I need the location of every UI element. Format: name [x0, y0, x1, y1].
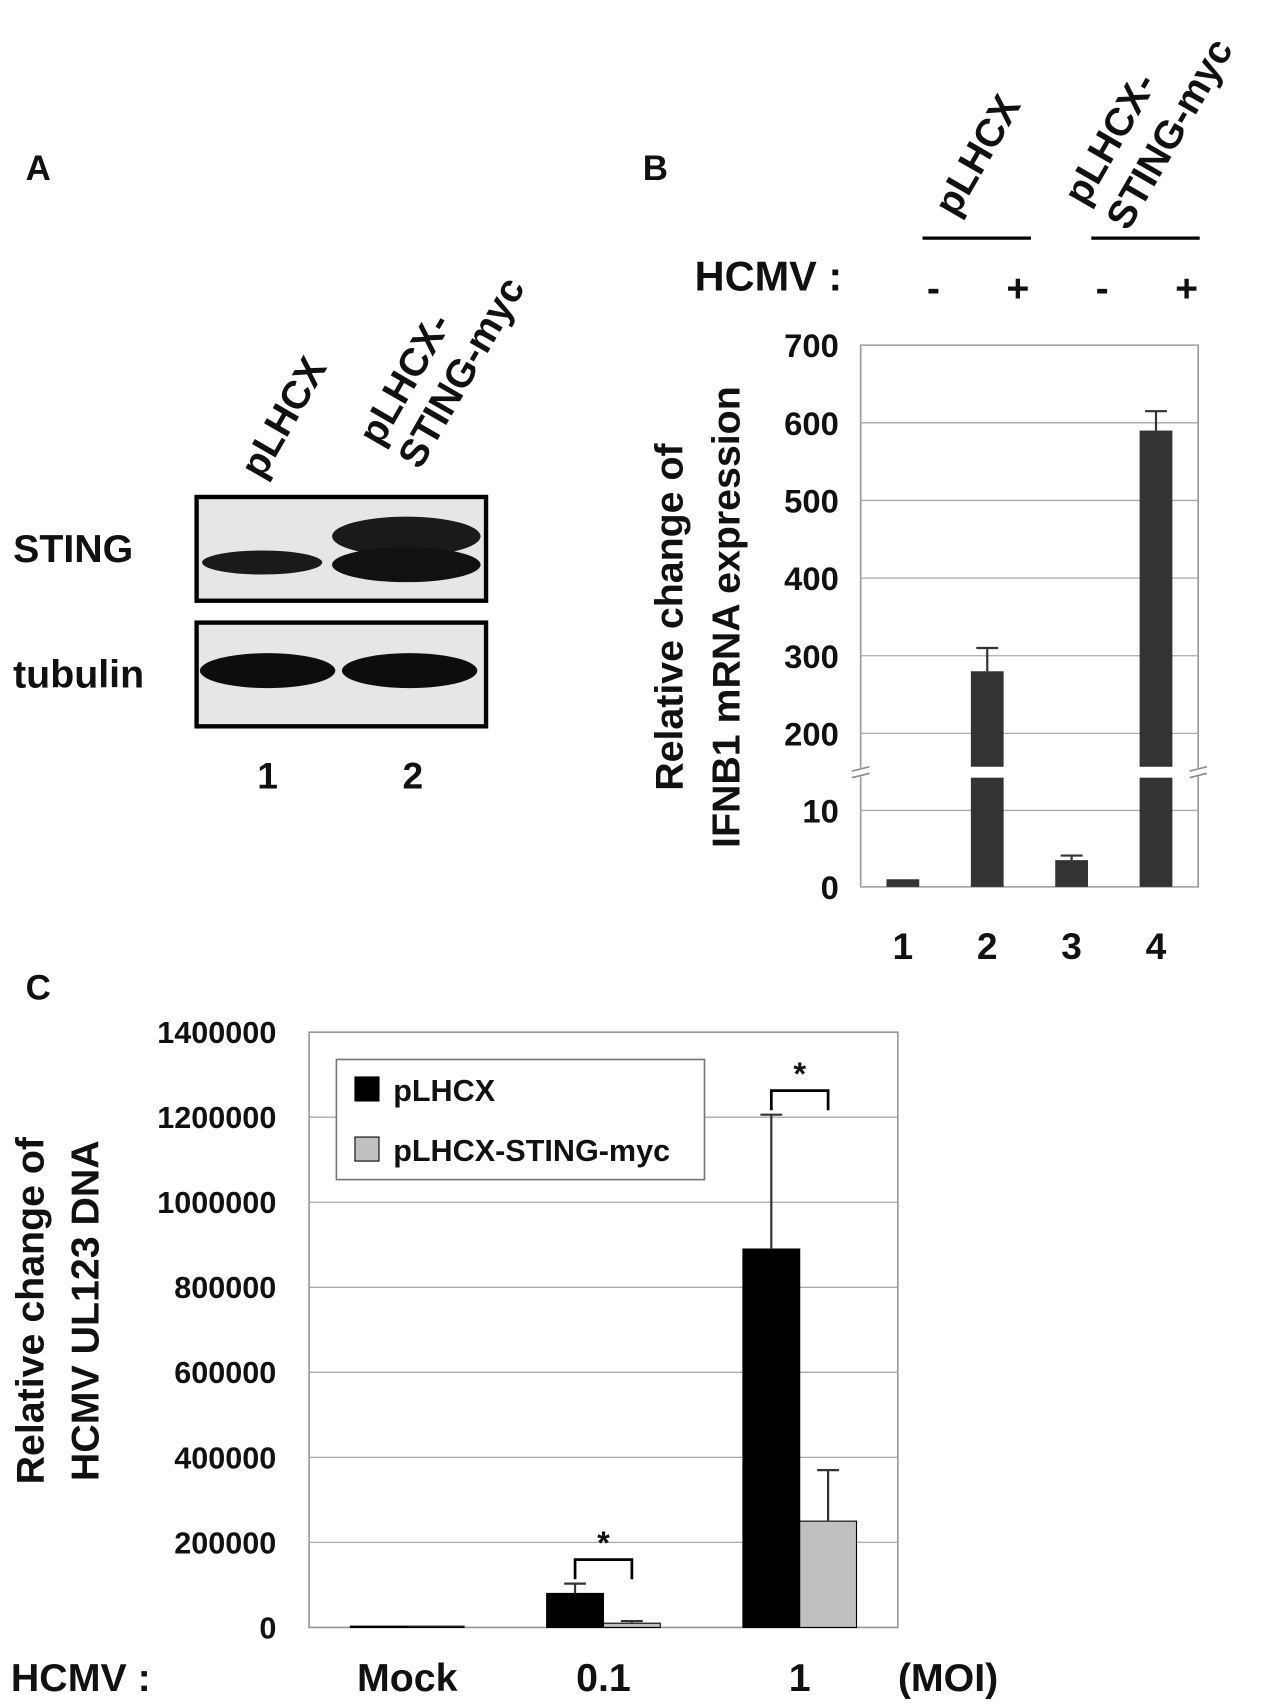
axis-break-mark: [1189, 772, 1208, 779]
x-suffix: (MOI): [898, 1656, 998, 1700]
bar: [742, 1248, 801, 1628]
axis-break-mark: [1189, 765, 1208, 772]
significance-label: *: [793, 1055, 806, 1092]
y-tick-label: 400000: [174, 1441, 276, 1475]
legend-swatch: [354, 1076, 380, 1102]
row-label: STING: [13, 527, 133, 571]
condition-label: +: [1006, 266, 1029, 310]
bar: [1055, 860, 1089, 887]
condition-title: HCMV :: [695, 253, 843, 300]
y-axis-label-group: Relative change of HCMV UL123 DNA: [9, 1136, 108, 1484]
legend-label: pLHCX-STING-myc: [393, 1134, 670, 1168]
band: [341, 653, 478, 689]
y-tick-label: 600000: [174, 1356, 276, 1390]
y-tick-label: 200: [784, 715, 839, 752]
y-tick-label: 800000: [174, 1271, 276, 1305]
legend-label: pLHCX: [393, 1074, 496, 1108]
row-label: tubulin: [13, 653, 144, 697]
y-tick-label: 500: [784, 482, 839, 519]
bar-break-gap: [968, 766, 1006, 778]
x-tick-label: 2: [977, 925, 998, 967]
bar: [349, 1625, 408, 1628]
y-axis-label: HCMV UL123 DNA: [63, 1140, 107, 1481]
bar: [886, 879, 920, 887]
bar: [799, 1520, 858, 1628]
significance-label: *: [597, 1524, 610, 1561]
bar: [1139, 430, 1173, 887]
condition-label: -: [927, 266, 940, 310]
panel-label: A: [26, 149, 51, 188]
x-tick-label: 4: [1146, 925, 1167, 967]
y-axis-label-group: Relative change of IFNB1 mRNA expression: [648, 386, 749, 848]
x-prefix: HCMV :: [11, 1656, 151, 1700]
y-tick-label: 600: [784, 405, 839, 442]
band: [202, 550, 323, 575]
legend-swatch: [354, 1136, 380, 1162]
x-tick-label: 0.1: [576, 1656, 631, 1700]
bar: [406, 1625, 465, 1628]
x-tick-label: 1: [893, 925, 914, 967]
x-tick-label: Mock: [357, 1656, 458, 1700]
panel-label: C: [26, 968, 51, 1007]
bar: [602, 1622, 661, 1628]
axis-break-gap: [1189, 767, 1207, 777]
bar: [546, 1592, 605, 1628]
y-tick-label: 0: [259, 1611, 276, 1645]
condition-label: -: [1096, 266, 1109, 310]
y-axis-label: IFNB1 mRNA expression: [704, 386, 748, 848]
y-tick-label: 0: [821, 869, 839, 906]
y-tick-label: 200000: [174, 1526, 276, 1560]
y-tick-label: 1200000: [157, 1101, 276, 1135]
band: [332, 516, 481, 556]
y-tick-label: 1000000: [157, 1186, 276, 1220]
band: [332, 547, 481, 583]
bar: [970, 671, 1004, 887]
y-tick-label: 1400000: [157, 1016, 276, 1050]
significance-bracket: [769, 1089, 830, 1111]
y-axis-label: Relative change of: [648, 443, 692, 791]
y-tick-label: 10: [802, 792, 838, 829]
y-tick-label: 400: [784, 560, 839, 597]
lane-number: 2: [403, 755, 424, 797]
x-tick-label: 1: [789, 1656, 811, 1700]
y-tick-label: 700: [784, 327, 839, 364]
condition-label: +: [1175, 266, 1198, 310]
y-tick-label: 300: [784, 638, 839, 675]
band: [199, 653, 336, 689]
x-tick-label: 3: [1061, 925, 1082, 967]
panel-label: B: [643, 149, 668, 188]
y-axis-label: Relative change of: [9, 1136, 53, 1484]
axis-break-mark: [851, 765, 870, 772]
significance-bracket: [573, 1558, 634, 1580]
lane-number: 1: [257, 755, 278, 797]
axis-break-gap: [851, 767, 870, 777]
axis-break-mark: [851, 772, 870, 779]
bar-break-gap: [1137, 766, 1175, 778]
legend-box: [335, 1058, 706, 1181]
